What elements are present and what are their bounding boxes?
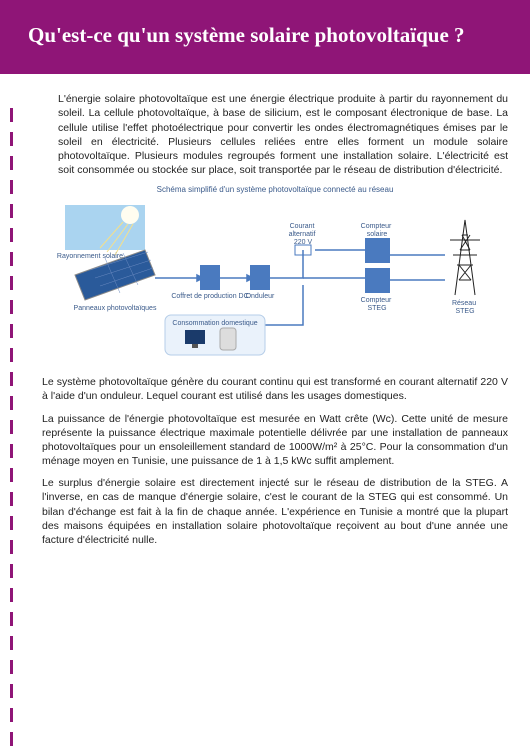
page-header: Qu'est-ce qu'un système solaire photovol… bbox=[0, 0, 530, 74]
paragraph-4: Le surplus d'énergie solaire est directe… bbox=[42, 476, 508, 547]
page-title: Qu'est-ce qu'un système solaire photovol… bbox=[28, 22, 502, 48]
onduleur-box-icon bbox=[250, 265, 270, 290]
coffret-label: Coffret de production DC bbox=[171, 293, 248, 300]
courant-label: Courant alternatif 220 V bbox=[289, 223, 318, 246]
monitor-icon bbox=[185, 330, 205, 344]
panneaux-label: Panneaux photovoltaïques bbox=[74, 305, 157, 312]
rayonnement-label: Rayonnement solaire bbox=[57, 253, 123, 260]
appliance-icon bbox=[220, 328, 236, 350]
diagram-svg: Rayonnement solaire Panneaux photovoltaï… bbox=[42, 200, 508, 360]
consommation-label: Consommation domestique bbox=[172, 320, 257, 327]
pv-system-diagram: Schéma simplifié d'un système photovolta… bbox=[42, 185, 508, 365]
coffret-box-icon bbox=[200, 265, 220, 290]
onduleur-label: Onduleur bbox=[246, 293, 275, 300]
compteur-solaire-label: Compteur solaire bbox=[361, 223, 394, 238]
paragraph-2: Le système photovoltaïque génère du cour… bbox=[42, 375, 508, 403]
pylon-icon bbox=[450, 220, 480, 295]
diagram-title: Schéma simplifié d'un système photovolta… bbox=[42, 185, 508, 194]
compteur-steg-icon bbox=[365, 268, 390, 293]
wires-icon bbox=[155, 250, 445, 325]
monitor-stand-icon bbox=[192, 344, 198, 348]
compteur-steg-label: Compteur STEG bbox=[361, 297, 394, 312]
sun-icon bbox=[121, 206, 139, 224]
left-dashed-border bbox=[10, 108, 13, 752]
reseau-label: Réseau STEG bbox=[452, 300, 478, 315]
compteur-solaire-icon bbox=[365, 238, 390, 263]
page-content: L'énergie solaire photovoltaïque est une… bbox=[0, 74, 530, 565]
intro-paragraph: L'énergie solaire photovoltaïque est une… bbox=[42, 92, 508, 177]
paragraph-3: La puissance de l'énergie photovoltaïque… bbox=[42, 412, 508, 469]
